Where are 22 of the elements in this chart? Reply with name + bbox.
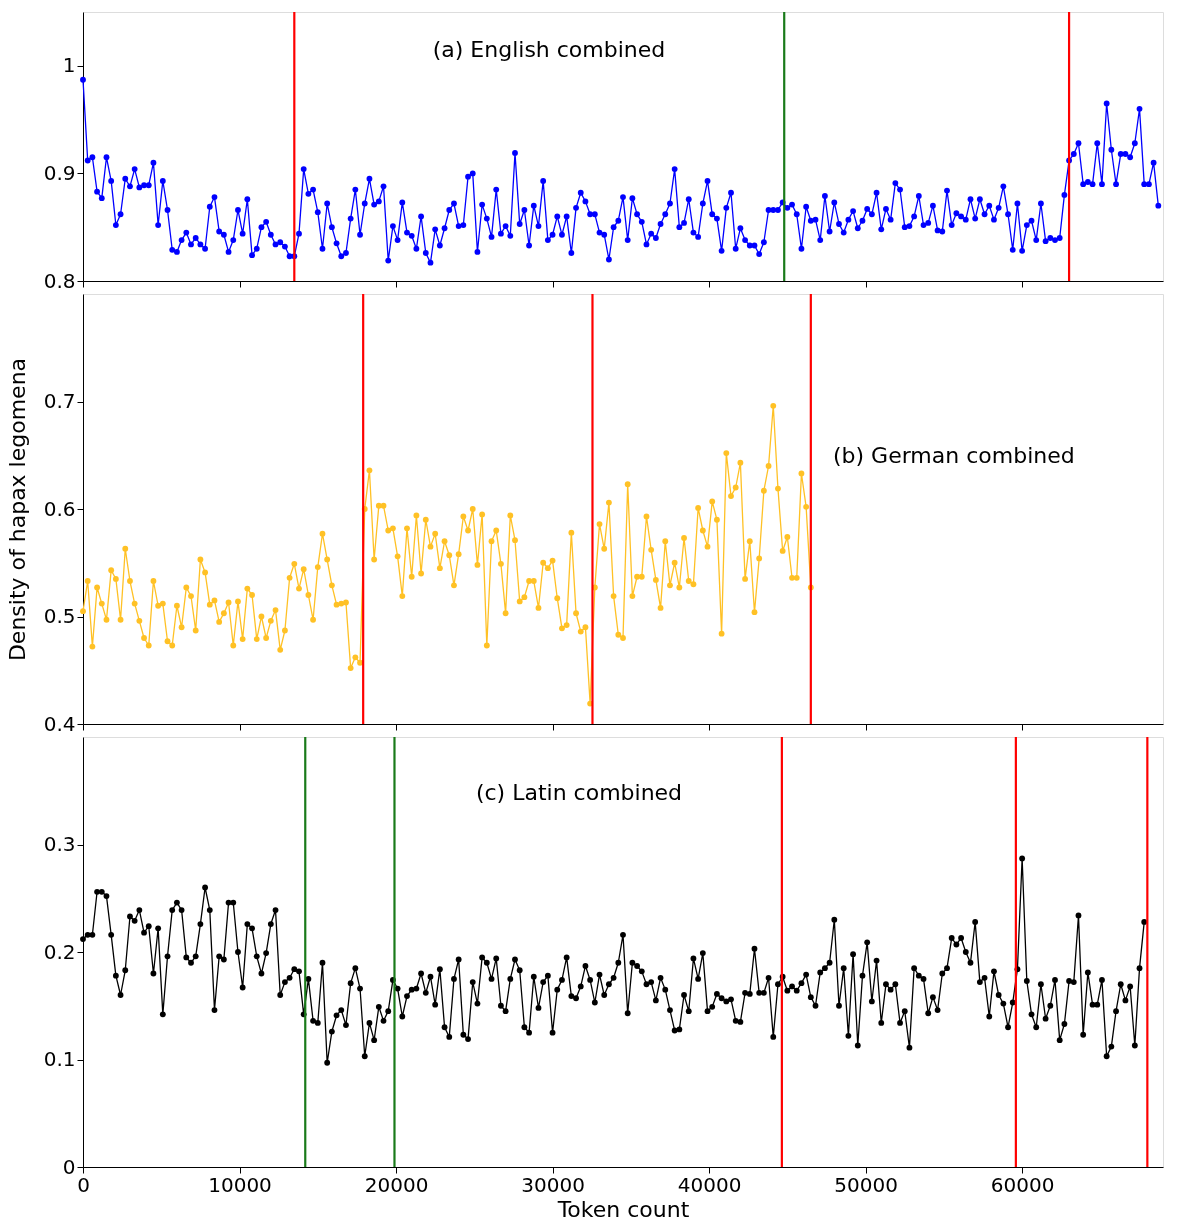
y-tick-label: 0.2 — [43, 939, 76, 964]
y-tick-label: 0.9 — [43, 160, 76, 185]
y-tick-label: 0.7 — [43, 389, 76, 413]
y-axis-title: Density of hapax legomena — [4, 357, 30, 662]
x-tick-label: 20000 — [364, 1172, 429, 1197]
y-tick-label: 0.8 — [43, 268, 76, 293]
y-tick-label: 1 — [62, 53, 76, 78]
x-axis-title: Token count — [556, 1196, 690, 1220]
y-tick-label: 0.6 — [43, 496, 76, 521]
x-tick-label: 30000 — [521, 1172, 585, 1197]
annotation: (a) English combined — [432, 37, 666, 62]
y-tick-label: 0.4 — [43, 711, 76, 736]
y-tick-label: 0.3 — [43, 832, 76, 856]
x-tick-label: 40000 — [677, 1172, 742, 1197]
x-tick-label: 50000 — [834, 1172, 898, 1197]
y-tick-label: 0 — [62, 1154, 76, 1179]
annotation: (c) Latin combined — [475, 780, 683, 805]
annotation: (b) German combined — [833, 443, 1075, 468]
y-tick-label: 0.1 — [43, 1047, 76, 1071]
x-tick-label: 10000 — [208, 1172, 272, 1197]
x-tick-label: 60000 — [990, 1172, 1055, 1197]
y-tick-label: 0.5 — [43, 604, 76, 628]
